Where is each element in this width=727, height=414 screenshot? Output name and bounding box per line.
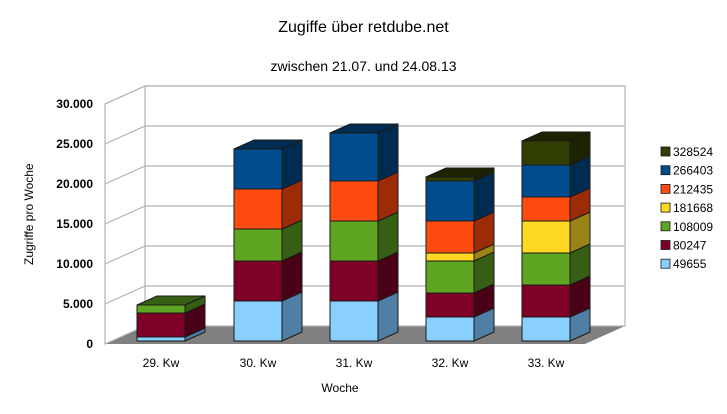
x-tick-label: 32. Kw <box>432 356 469 370</box>
bar-top <box>521 131 591 142</box>
bar-top <box>136 295 206 306</box>
legend-item: 80247 <box>660 239 707 253</box>
legend-label: 181668 <box>673 201 713 215</box>
y-tick-label: 10.000 <box>56 257 93 271</box>
y-tick-label: 20.000 <box>56 177 93 191</box>
bar-segment-212435 <box>425 220 475 254</box>
bar-segment-108009 <box>136 304 186 314</box>
gridline <box>104 125 146 145</box>
bar-segment-266403 <box>521 164 571 198</box>
legend-swatch <box>660 202 671 213</box>
x-axis-title: Woche <box>321 381 358 395</box>
bar-segment-328524 <box>521 140 571 166</box>
bar-segment-181668 <box>521 220 571 254</box>
bar-segment-49655 <box>521 316 571 342</box>
y-tick-label: 0 <box>86 337 93 351</box>
bar-segment-108009 <box>233 228 283 262</box>
legend-item: 212435 <box>660 182 713 196</box>
x-tick-label: 29. Kw <box>143 356 180 370</box>
bar-segment-49655 <box>136 336 186 342</box>
legend-label: 49655 <box>673 257 707 271</box>
chart-title: Zugiffe über retdube.net <box>278 19 449 36</box>
x-tick-label: 30. Kw <box>240 356 277 370</box>
gridline <box>104 285 146 305</box>
bar-segment-49655 <box>425 316 475 342</box>
legend-item: 328524 <box>660 145 713 159</box>
legend-label: 212435 <box>673 182 713 196</box>
gridline <box>104 205 146 225</box>
bar-segment-80247 <box>136 312 186 338</box>
legend-swatch <box>660 165 671 176</box>
bars <box>136 123 591 342</box>
bar-stack <box>329 123 399 342</box>
chart-subtitle: zwischen 21.07. und 24.08.13 <box>270 58 457 74</box>
bar-segment-108009 <box>521 252 571 286</box>
bar-stack <box>136 295 206 342</box>
bar-segment-212435 <box>521 196 571 222</box>
bar-segment-266403 <box>329 132 379 182</box>
legend-item: 181668 <box>660 201 713 215</box>
bar-segment-212435 <box>233 188 283 230</box>
bar-top <box>425 167 495 178</box>
legend-label: 108009 <box>673 220 713 234</box>
bar-segment-108009 <box>329 220 379 262</box>
legend-item: 266403 <box>660 164 713 178</box>
y-axis-title: Zugriffe pro Woche <box>22 163 36 265</box>
bar-segment-49655 <box>329 300 379 342</box>
bar-segment-266403 <box>233 148 283 190</box>
bar-segment-49655 <box>233 300 283 342</box>
legend-label: 80247 <box>673 239 707 253</box>
bar-segment-80247 <box>521 284 571 318</box>
legend-label: 328524 <box>673 145 713 159</box>
bar-segment-side <box>377 123 399 182</box>
y-tick-label: 30.000 <box>56 97 93 111</box>
bar-stack <box>425 167 495 342</box>
legend-swatch <box>660 258 671 269</box>
bar-segment-80247 <box>233 260 283 302</box>
y-axis-ticks: 0 5.000 10.000 15.000 20.000 25.000 30.000 <box>56 97 93 351</box>
bar-segment-212435 <box>329 180 379 222</box>
gridline <box>104 165 146 185</box>
bar-stack <box>233 139 303 342</box>
bar-segment-181668 <box>425 252 475 262</box>
legend-swatch <box>660 183 671 194</box>
x-axis-ticks: 29. Kw 30. Kw 31. Kw 32. Kw 33. Kw <box>143 356 565 370</box>
bar-segment-266403 <box>425 180 475 222</box>
legend-swatch <box>660 146 671 157</box>
legend-swatch <box>660 240 671 250</box>
bar-stack <box>521 131 591 342</box>
gridline <box>104 245 146 265</box>
legend-item: 49655 <box>660 257 707 271</box>
legend-label: 266403 <box>673 164 713 178</box>
bar-top <box>329 123 399 134</box>
x-tick-label: 33. Kw <box>528 356 565 370</box>
legend-item: 108009 <box>660 220 713 234</box>
legend-swatch <box>660 221 671 232</box>
bar-segment-108009 <box>425 260 475 294</box>
legend: 328524 266403 212435 181668 108009 80247 49655 <box>660 145 713 271</box>
bar-segment-328524 <box>425 176 475 182</box>
x-tick-label: 31. Kw <box>336 356 373 370</box>
y-tick-label: 15.000 <box>56 217 93 231</box>
bar-segment-80247 <box>425 292 475 318</box>
bar-top <box>233 139 303 150</box>
y-tick-label: 25.000 <box>56 137 93 151</box>
bar-segment-80247 <box>329 260 379 302</box>
gridline <box>104 85 146 105</box>
y-tick-label: 5.000 <box>63 297 93 311</box>
